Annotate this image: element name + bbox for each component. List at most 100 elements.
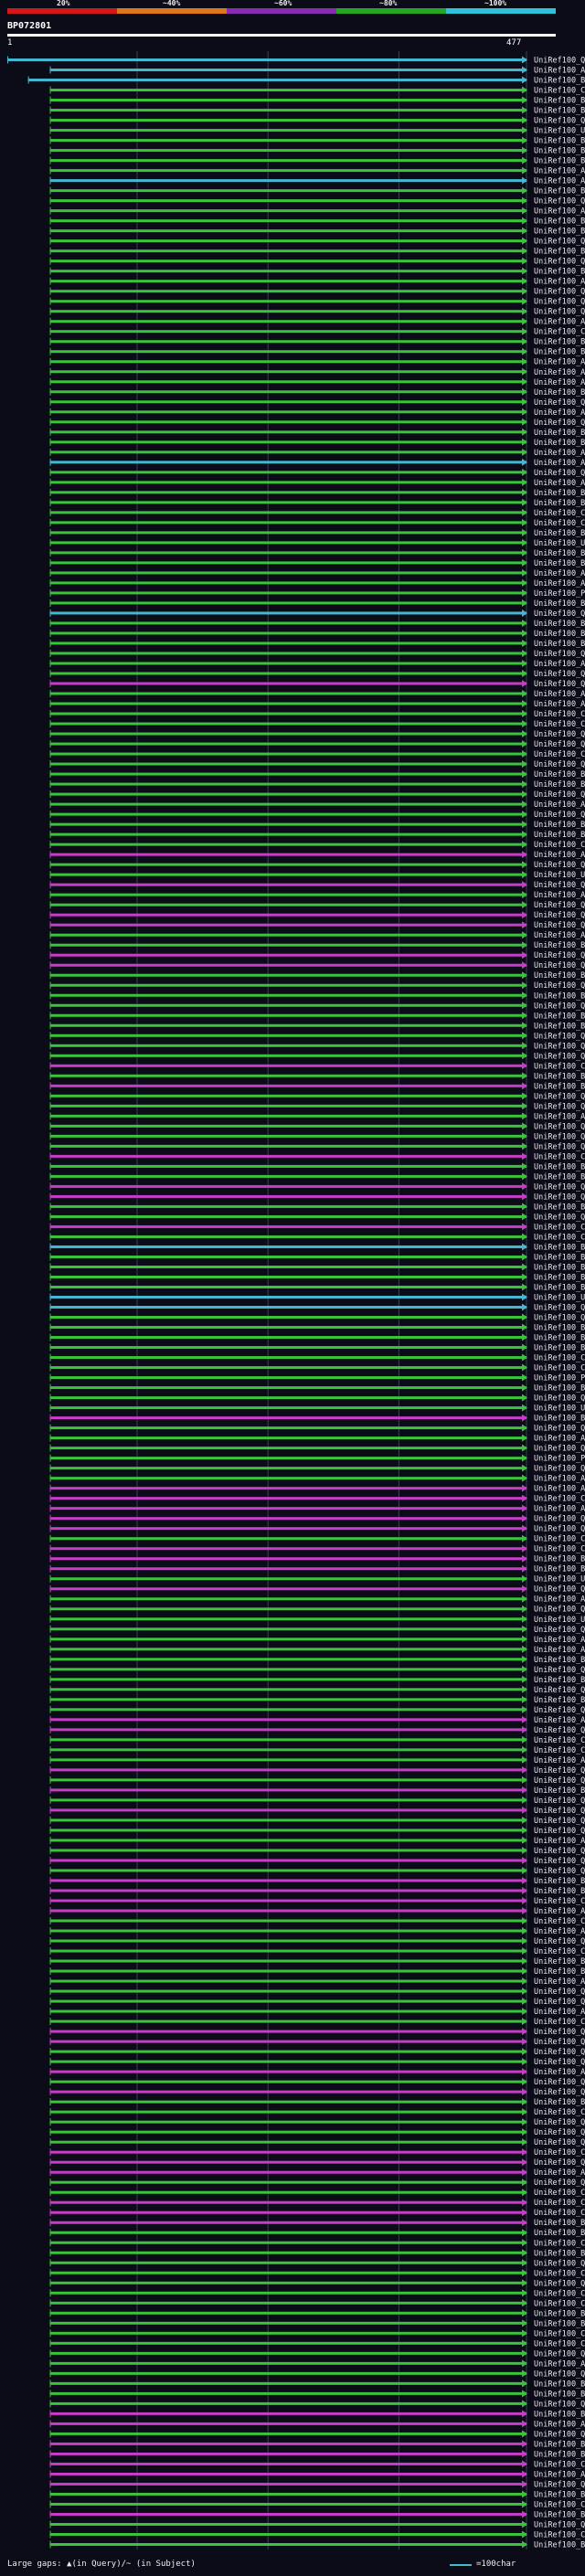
hit-end-arrow [522, 2430, 527, 2438]
hit-row: UniRef100_C5WNZ5 [49, 2199, 585, 2208]
hit-row: UniRef100_Q6YVS2 [49, 1625, 585, 1635]
hit-start-tick [49, 1514, 51, 1522]
hit-start-tick [49, 1876, 51, 1884]
hit-bar [49, 1638, 526, 1641]
hit-row: UniRef100_Q6TP25 [49, 1182, 585, 1192]
hit-row: UniRef100_B9T069 [49, 1172, 585, 1182]
hit-start-tick [49, 418, 51, 426]
hit-row: UniRef100_B9I1P7 [49, 1675, 585, 1685]
hit-bar [49, 903, 526, 906]
hit-end-arrow [522, 1062, 527, 1070]
hit-end-arrow [522, 1906, 527, 1914]
hit-bar [49, 2472, 526, 2475]
hit-label: UniRef100_Q6Z1Z6 [534, 730, 585, 739]
hit-label: UniRef100_C5YN21 [534, 1746, 585, 1755]
hit-row: UniRef100_A3BD26 [49, 1112, 585, 1121]
hit-bar [49, 963, 526, 967]
hit-end-arrow [522, 317, 527, 325]
hit-end-arrow [522, 1263, 527, 1271]
hit-label: UniRef100_Q8A941 [534, 670, 585, 679]
hit-bar [49, 1859, 526, 1862]
hit-label: UniRef100_C5YLT0 [534, 2530, 585, 2539]
hit-label: UniRef100_Q676N3 [534, 1193, 585, 1202]
hit-end-arrow [522, 2279, 527, 2287]
hit-start-tick [49, 257, 51, 265]
hit-end-arrow [522, 961, 527, 970]
hit-row: UniRef100_B9T234 [49, 2229, 585, 2238]
hit-row: UniRef100_Q2J307 [7, 56, 585, 66]
hit-label: UniRef100_C5Z170 [534, 2339, 585, 2348]
hit-end-arrow [522, 578, 527, 587]
hit-start-tick [49, 2380, 51, 2388]
hit-row: UniRef100_A1DEM1 [49, 690, 585, 699]
hit-row: UniRef100_C5MM77 [49, 1735, 585, 1745]
hit-label: UniRef100_Q3BHR2 [534, 2480, 585, 2489]
hit-label: UniRef100_Q6TP25 [534, 1182, 585, 1192]
hit-label: UniRef100_Q8LJ17 [534, 1817, 585, 1826]
hit-label: UniRef100_A5C3K9 [534, 1636, 585, 1645]
hit-start-tick [49, 1353, 51, 1362]
hit-end-arrow [522, 1524, 527, 1532]
hit-end-arrow [522, 800, 527, 809]
hit-bar [49, 1718, 526, 1722]
hit-start-tick [49, 649, 51, 657]
hit-label: UniRef100_A2YL83 [534, 408, 585, 418]
hit-row: UniRef100_B9SA81 [49, 488, 585, 498]
hit-label: UniRef100_A7PTH0 [534, 2470, 585, 2479]
hit-row: UniRef100_B9RK66 [49, 528, 585, 538]
hit-end-arrow [522, 418, 527, 426]
hit-end-arrow [522, 1002, 527, 1010]
hit-row: UniRef100_C0P5Q3 [49, 1916, 585, 1926]
hit-start-tick [49, 1122, 51, 1130]
hit-row: UniRef100_C5YPP3 [49, 1494, 585, 1504]
hit-end-arrow [522, 458, 527, 466]
hit-row: UniRef100_Q67W67 [49, 1867, 585, 1876]
hit-end-arrow [522, 1977, 527, 1986]
hit-end-arrow [522, 1967, 527, 1976]
pct-label-80: ~80% [379, 0, 398, 7]
hit-bar [49, 1939, 526, 1943]
hit-start-tick [49, 287, 51, 295]
hit-end-arrow [522, 146, 527, 154]
hit-start-tick [49, 568, 51, 577]
hit-label: UniRef100_A3BD26 [534, 1112, 585, 1121]
hit-label: UniRef100_C5WNZ5 [534, 2199, 585, 2208]
hit-bar [49, 270, 526, 273]
hit-label: UniRef100_B9FEH7 [534, 1967, 585, 1977]
hit-end-arrow [522, 629, 527, 637]
hit-bar [49, 1235, 526, 1238]
hit-start-tick [49, 1886, 51, 1894]
hit-start-tick [49, 146, 51, 154]
hit-row: UniRef100_B8AT57 [49, 1253, 585, 1262]
hit-end-arrow [522, 468, 527, 476]
hit-row: UniRef100_B9RK00 [49, 1876, 585, 1886]
hit-end-arrow [522, 1846, 527, 1854]
hit-label: UniRef100_A6YIH8 [534, 660, 585, 669]
hit-end-arrow [522, 2460, 527, 2468]
hit-end-arrow [522, 538, 527, 546]
hit-label: UniRef100_C0PGQ0 [534, 2148, 585, 2157]
hit-end-arrow [522, 1896, 527, 1904]
hit-bar [49, 1214, 526, 1218]
hit-start-tick [49, 861, 51, 869]
hit-end-arrow [522, 498, 527, 506]
hit-row: UniRef100_C5WTB2 [49, 2289, 585, 2298]
hit-row: UniRef100_Q6Z0Y1 [49, 2349, 585, 2359]
hit-label: UniRef100_P93531 [534, 589, 585, 599]
hit-start-tick [49, 347, 51, 355]
hit-row: UniRef100_UP1000... [49, 1293, 585, 1302]
hit-bar [49, 983, 526, 987]
hit-end-arrow [522, 1957, 527, 1966]
hit-row: UniRef100_A7QV35 [49, 1836, 585, 1846]
hit-start-tick [49, 1484, 51, 1492]
hit-row: UniRef100_B9ZH97 [49, 941, 585, 950]
hit-row: UniRef100_B9NEM3 [49, 1162, 585, 1171]
hit-bar [49, 310, 526, 313]
hit-start-tick [49, 438, 51, 446]
hit-start-tick [49, 1373, 51, 1382]
hit-bar [49, 1617, 526, 1621]
hit-label: UniRef100_C0I026 [534, 509, 585, 518]
pct-bar-red [7, 8, 117, 14]
hit-bar [49, 1356, 526, 1360]
hit-end-arrow [522, 1203, 527, 1211]
